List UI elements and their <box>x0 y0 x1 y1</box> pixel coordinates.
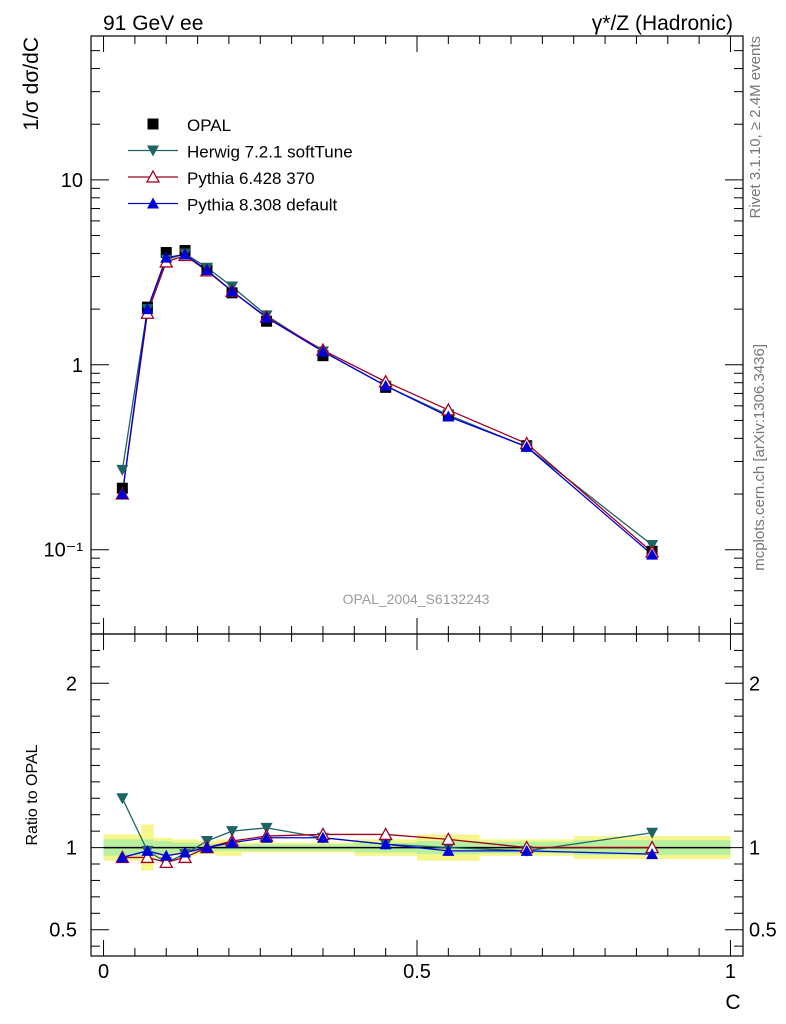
ratio-plot-frame <box>90 633 744 957</box>
ratio-data-point <box>200 841 213 853</box>
data-point <box>260 311 273 323</box>
main-y-axis-title: 1/σ dσ/dC <box>20 37 43 131</box>
rivet-version-label: Rivet 3.1.10, ≥ 2.4M events <box>747 36 764 219</box>
ratio-data-point <box>379 838 392 850</box>
main-y-tick-label: 1 <box>72 355 83 377</box>
legend-marker <box>147 197 159 209</box>
ratio-y-tick-label-right: 1 <box>749 838 760 860</box>
ratio-plot-panel: 0.5 0.5 1 1 2 2 0 0.5 1 <box>49 633 777 983</box>
main-y-tick-label: 10⁻¹ <box>44 540 84 562</box>
ratio-y-tick-label: 1 <box>66 838 77 860</box>
ratio-data-point <box>141 844 154 856</box>
x-tick-label: 0 <box>98 961 109 983</box>
data-point <box>316 345 329 357</box>
x-tick-label: 1 <box>725 961 736 983</box>
series-line <box>121 253 653 556</box>
ratio-series-line <box>122 837 653 859</box>
ratio-y-tick-label: 2 <box>66 673 77 695</box>
ratio-y-tick-label: 0.5 <box>49 920 77 942</box>
ratio-data-point <box>646 827 659 839</box>
ratio-data-point <box>116 851 129 863</box>
series-line <box>121 254 653 553</box>
data-point <box>226 285 239 297</box>
data-point <box>646 548 659 560</box>
ratio-data-point <box>316 831 329 843</box>
series-line <box>121 252 653 546</box>
legend-label: Herwig 7.2.1 softTune <box>187 143 353 162</box>
x-axis-title: C <box>725 991 740 1014</box>
x-tick-label: 0.5 <box>403 961 431 983</box>
header-left-label: 91 GeV ee <box>103 12 203 35</box>
ratio-data-point <box>226 836 239 848</box>
ratio-data-point <box>140 850 155 864</box>
legend-marker <box>145 169 161 183</box>
analysis-watermark: OPAL_2004_S6132243 <box>343 591 490 607</box>
mcplots-label: mcplots.cern.ch [arXiv:1306.3436] <box>751 344 768 571</box>
data-point <box>520 440 533 452</box>
data-point <box>160 251 173 263</box>
ratio-data-point <box>179 846 192 858</box>
ratio-data-point <box>226 826 239 838</box>
header-right-label: γ*/Z (Hadronic) <box>592 12 733 35</box>
ratio-y-tick-label-right: 2 <box>749 673 760 695</box>
ratio-data-point <box>260 831 273 843</box>
data-point <box>379 379 392 391</box>
ratio-data-point <box>442 844 455 856</box>
data-point <box>116 464 129 476</box>
ratio-data-point <box>441 831 456 846</box>
ratio-data-point <box>646 848 659 860</box>
ratio-y-tick-label-right: 0.5 <box>749 920 777 942</box>
legend-label: Pythia 6.428 370 <box>187 169 315 188</box>
legend-marker <box>147 118 159 130</box>
legend-label: OPAL <box>187 116 231 135</box>
data-point <box>141 303 154 315</box>
ratio-data-point <box>520 844 533 856</box>
ratio-data-point <box>116 793 129 805</box>
ratio-y-axis-title: Ratio to OPAL <box>24 744 41 845</box>
ratio-data-point <box>159 854 174 869</box>
legend: OPAL Herwig 7.2.1 softTune Pythia 6.428 37… <box>128 116 353 215</box>
ratio-data-point <box>160 849 173 861</box>
ratio-data-point <box>260 822 273 834</box>
data-point <box>200 264 213 276</box>
data-point <box>116 488 129 500</box>
data-point <box>179 248 192 260</box>
legend-marker <box>147 145 159 157</box>
data-point <box>442 410 455 422</box>
legend-label: Pythia 8.308 default <box>187 196 338 215</box>
main-y-tick-label: 10 <box>61 170 83 192</box>
main-plot-panel: 10⁻¹ 1 10 <box>44 35 744 635</box>
